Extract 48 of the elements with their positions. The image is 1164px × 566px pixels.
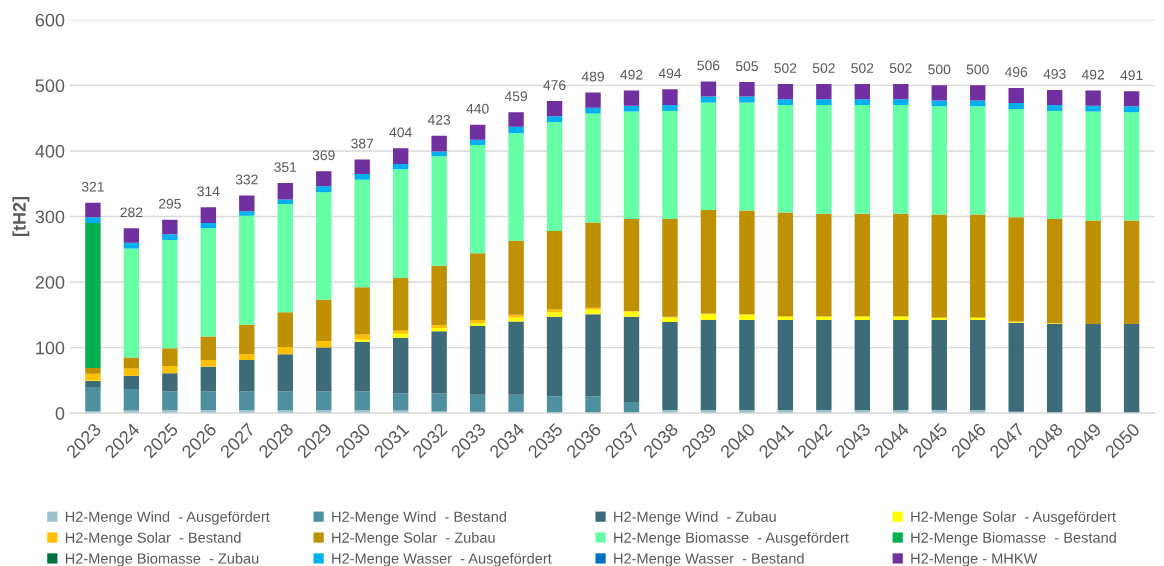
y-tick-label: 400 <box>35 144 65 158</box>
total-label: 423 <box>427 114 451 125</box>
total-label: 505 <box>735 61 758 72</box>
y-tick-label: 200 <box>35 275 65 289</box>
y-tick-label: 500 <box>35 79 65 93</box>
total-label: 489 <box>581 71 604 82</box>
legend-label: H2-Menge - MHKW <box>911 553 1038 566</box>
total-label: 496 <box>1004 67 1028 77</box>
total-label: 502 <box>851 63 874 73</box>
y-tick-label: 0 <box>55 407 65 420</box>
total-label: 321 <box>81 181 104 192</box>
total-label: 369 <box>312 150 335 161</box>
y-axis-title: [tH2] <box>12 196 30 237</box>
legend-label: H2-Menge Solar - Zubau <box>332 532 495 546</box>
legend-label: H2-Menge Biomasse - Zubau <box>65 552 259 566</box>
legend-label: H2-Menge Wasser - Bestand <box>614 552 804 566</box>
total-label: 314 <box>197 186 220 197</box>
total-label: 492 <box>620 69 643 80</box>
total-label: 476 <box>543 80 566 91</box>
total-label: 500 <box>928 64 951 75</box>
y-tick-label: 300 <box>35 210 65 224</box>
legend-label: H2-Menge Wasser - Ausgefördert <box>332 552 552 566</box>
y-tick-label: 100 <box>36 341 65 355</box>
legend-label: H2-Menge Solar - Ausgefördert <box>911 511 1116 525</box>
total-label: 493 <box>1043 69 1066 79</box>
total-label: 332 <box>235 174 258 185</box>
total-label: 494 <box>658 68 682 79</box>
total-label: 502 <box>889 63 912 73</box>
total-label: 492 <box>1081 69 1105 80</box>
legend-label: H2-Menge Solar - Bestand <box>65 532 241 546</box>
total-label: 502 <box>774 63 797 73</box>
total-label: 440 <box>466 103 489 114</box>
legend-label: H2-Menge Wind - Zubau <box>614 511 776 525</box>
total-label: 404 <box>389 127 412 138</box>
y-tick-label: 600 <box>35 13 65 27</box>
legend-label: H2-Menge Wind - Bestand <box>332 511 506 525</box>
total-label: 506 <box>697 60 720 71</box>
total-label: 282 <box>120 207 143 218</box>
legend-label: H2-Menge Biomasse - Ausgefördert <box>614 532 849 546</box>
legend-label: H2-Menge Biomasse - Bestand <box>911 532 1116 546</box>
legend-label: H2-Menge Wind - Ausgefördert <box>65 511 270 525</box>
total-label: 459 <box>504 91 528 102</box>
total-label: 491 <box>1120 70 1143 81</box>
total-label: 351 <box>274 162 297 172</box>
total-label: 295 <box>158 198 181 209</box>
total-label: 500 <box>966 64 989 75</box>
total-label: 387 <box>351 138 374 149</box>
total-label: 502 <box>812 63 835 73</box>
